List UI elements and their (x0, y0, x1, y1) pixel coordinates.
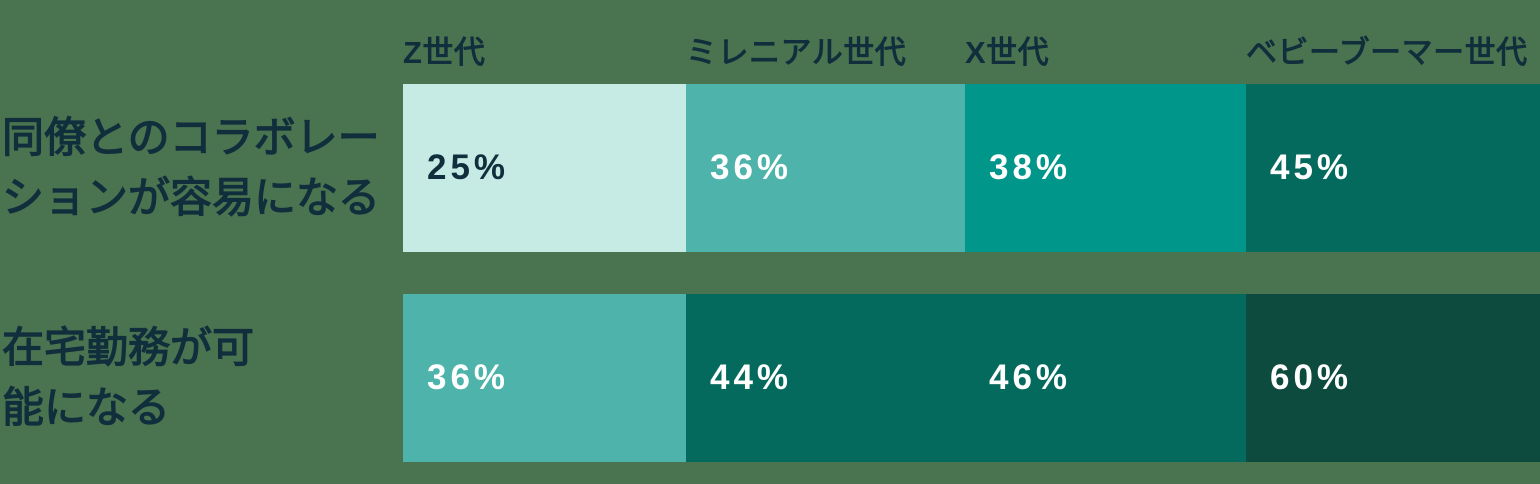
segment-value: 25% (427, 148, 510, 187)
column-header: ミレニアル世代 (686, 35, 907, 70)
bar-segment: 38% (965, 84, 1246, 252)
bar-segment: 45% (1246, 84, 1540, 252)
row-label-line: 同僚とのコラボレー (2, 114, 380, 161)
segment-value: 46% (989, 358, 1072, 397)
row-label: 在宅勤務が可 能になる (2, 294, 400, 462)
column-header: Z世代 (403, 35, 486, 70)
segment-value: 44% (710, 358, 793, 397)
segment-value: 38% (989, 148, 1072, 187)
column-header: ベビーブーマー世代 (1246, 35, 1528, 70)
bar-row: 25% 36% 38% 45% (403, 84, 1540, 252)
segment-value: 36% (710, 148, 793, 187)
bar-segment: 44% (686, 294, 965, 462)
row-label-line: ションが容易になる (2, 174, 381, 221)
row-label-line: 在宅勤務が可 (2, 324, 255, 371)
row-label-line: 能になる (2, 384, 171, 431)
bar-segment: 36% (686, 84, 965, 252)
column-header: X世代 (965, 35, 1050, 70)
segment-value: 60% (1270, 358, 1353, 397)
row-label: 同僚とのコラボレー ションが容易になる (2, 84, 400, 252)
segment-value: 45% (1270, 148, 1353, 187)
bar-segment: 46% (965, 294, 1246, 462)
bar-segment: 36% (403, 294, 686, 462)
bar-row: 36% 44% 46% 60% (403, 294, 1540, 462)
bar-segment: 25% (403, 84, 686, 252)
bar-segment: 60% (1246, 294, 1540, 462)
segment-value: 36% (427, 358, 510, 397)
